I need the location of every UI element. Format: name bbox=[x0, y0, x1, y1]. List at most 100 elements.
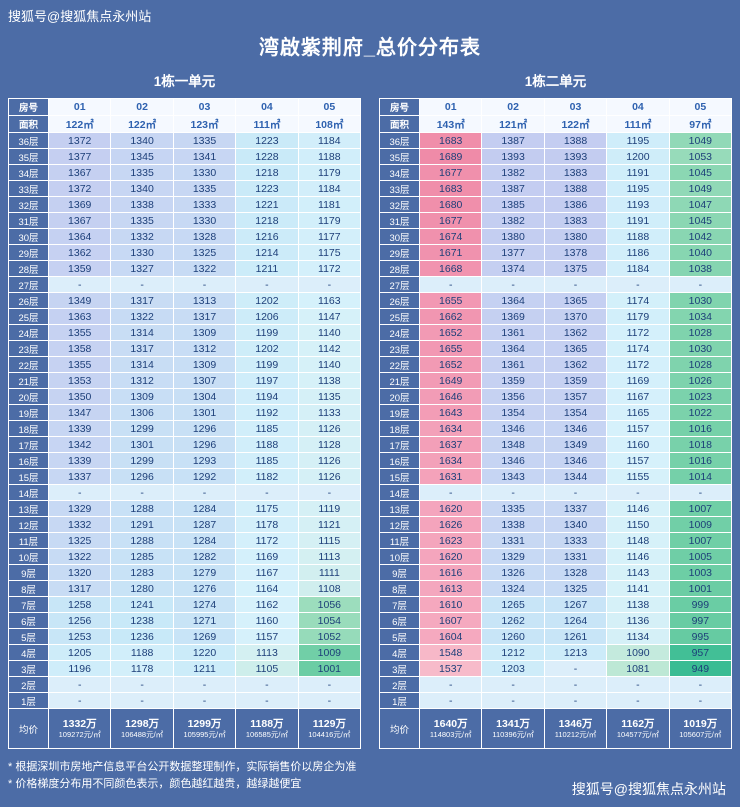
price-cell: 1301 bbox=[173, 405, 237, 421]
floor-row: 14层 - - - - - bbox=[380, 485, 733, 501]
price-cell: 1133 bbox=[298, 405, 362, 421]
price-cell: 1362 bbox=[544, 325, 608, 341]
room-number: 04 bbox=[236, 99, 299, 116]
price-cell: 1322 bbox=[49, 549, 112, 565]
floor-label: 17层 bbox=[9, 437, 49, 453]
price-cell: 1160 bbox=[236, 613, 299, 629]
floor-row: 8层 1613 1324 1325 1141 1001 bbox=[380, 581, 733, 597]
price-cell: 1211 bbox=[236, 261, 299, 277]
floor-label: 9层 bbox=[9, 565, 49, 581]
price-cell: 1346 bbox=[544, 421, 608, 437]
price-cell: 1338 bbox=[482, 517, 545, 533]
floor-row: 2层 - - - - - bbox=[380, 677, 733, 693]
floor-row: 26层 1349 1317 1313 1202 1163 bbox=[9, 293, 362, 309]
price-cell: 1363 bbox=[49, 309, 112, 325]
price-cell: 1241 bbox=[111, 597, 174, 613]
floor-label: 3层 bbox=[9, 661, 49, 677]
price-cell: 1269 bbox=[173, 629, 237, 645]
floor-label: 35层 bbox=[9, 149, 49, 165]
price-cell: - bbox=[544, 693, 608, 709]
price-cell: 1163 bbox=[298, 293, 362, 309]
price-cell: - bbox=[420, 277, 483, 293]
price-cell: - bbox=[111, 277, 174, 293]
price-cell: 957 bbox=[669, 645, 733, 661]
price-cell: 1362 bbox=[49, 245, 112, 261]
price-cell: 1105 bbox=[236, 661, 299, 677]
price-cell: 1030 bbox=[669, 293, 733, 309]
price-cell: - bbox=[607, 693, 670, 709]
price-cell: - bbox=[236, 693, 299, 709]
area-value: 122㎡ bbox=[111, 116, 174, 133]
area-row-label: 面积 bbox=[380, 116, 420, 133]
price-cell: 1346 bbox=[482, 453, 545, 469]
floor-label: 36层 bbox=[9, 133, 49, 149]
price-cell: 1220 bbox=[173, 645, 237, 661]
floor-row: 16层 1339 1299 1293 1185 1126 bbox=[9, 453, 362, 469]
avg-row-label: 均价 bbox=[9, 709, 49, 749]
floor-label: 14层 bbox=[9, 485, 49, 501]
floor-label: 25层 bbox=[380, 309, 420, 325]
floor-label: 19层 bbox=[380, 405, 420, 421]
price-cell: 1146 bbox=[607, 501, 670, 517]
floor-row: 35层 1689 1393 1393 1200 1053 bbox=[380, 149, 733, 165]
price-cell: - bbox=[607, 277, 670, 293]
price-cell: 1358 bbox=[49, 341, 112, 357]
price-cell: 1052 bbox=[298, 629, 362, 645]
floor-label: 24层 bbox=[9, 325, 49, 341]
price-cell: 1121 bbox=[298, 517, 362, 533]
floor-label: 6层 bbox=[9, 613, 49, 629]
price-cell: 1312 bbox=[111, 373, 174, 389]
floor-label: 10层 bbox=[9, 549, 49, 565]
floor-row: 4层 1205 1188 1220 1113 1009 bbox=[9, 645, 362, 661]
floor-label: 19层 bbox=[9, 405, 49, 421]
floor-row: 26层 1655 1364 1365 1174 1030 bbox=[380, 293, 733, 309]
price-cell: - bbox=[607, 485, 670, 501]
floor-row: 6层 1256 1238 1271 1160 1054 bbox=[9, 613, 362, 629]
floor-row: 30层 1674 1380 1380 1188 1042 bbox=[380, 229, 733, 245]
price-cell: 1293 bbox=[173, 453, 237, 469]
price-cell: 1135 bbox=[298, 389, 362, 405]
footnote-color-legend: * 价格梯度分布用不同颜色表示，颜色越红越贵，越绿越便宜 bbox=[8, 778, 302, 791]
price-cell: 1162 bbox=[236, 597, 299, 613]
floor-label: 23层 bbox=[9, 341, 49, 357]
price-cell: 1188 bbox=[236, 437, 299, 453]
price-cell: 1662 bbox=[420, 309, 483, 325]
floor-label: 20层 bbox=[9, 389, 49, 405]
price-cell: 1607 bbox=[420, 613, 483, 629]
price-cell: 1646 bbox=[420, 389, 483, 405]
price-cell: - bbox=[173, 485, 237, 501]
floor-label: 34层 bbox=[9, 165, 49, 181]
price-cell: - bbox=[544, 661, 608, 677]
price-cell: 1313 bbox=[173, 293, 237, 309]
price-cell: 1671 bbox=[420, 245, 483, 261]
floor-row: 15层 1337 1296 1292 1182 1126 bbox=[9, 469, 362, 485]
price-cell: 1049 bbox=[669, 133, 733, 149]
price-cell: 1147 bbox=[298, 309, 362, 325]
price-cell: - bbox=[111, 677, 174, 693]
price-cell: 1604 bbox=[420, 629, 483, 645]
area-value: 111㎡ bbox=[236, 116, 299, 133]
price-cell: 1393 bbox=[544, 149, 608, 165]
price-cell: - bbox=[420, 677, 483, 693]
area-value: 108㎡ bbox=[298, 116, 362, 133]
price-cell: 1350 bbox=[49, 389, 112, 405]
price-cell: 1299 bbox=[111, 421, 174, 437]
price-cell: 1022 bbox=[669, 405, 733, 421]
price-table-unit-1: 房号 01 02 03 04 05 面积 122㎡ 122㎡ 123㎡ 111㎡ 108㎡ 36层 137… bbox=[8, 98, 362, 749]
floor-label: 30层 bbox=[9, 229, 49, 245]
price-cell: 1364 bbox=[482, 341, 545, 357]
floor-row: 10层 1620 1329 1331 1146 1005 bbox=[380, 549, 733, 565]
price-cell: 1034 bbox=[669, 309, 733, 325]
floor-row: 29层 1362 1330 1325 1214 1175 bbox=[9, 245, 362, 261]
price-cell: 1016 bbox=[669, 453, 733, 469]
price-cell: 1157 bbox=[607, 453, 670, 469]
price-cell: 1631 bbox=[420, 469, 483, 485]
price-cell: 1223 bbox=[236, 133, 299, 149]
price-cell: 1192 bbox=[236, 405, 299, 421]
price-cell: 1169 bbox=[236, 549, 299, 565]
price-cell: 1304 bbox=[173, 389, 237, 405]
floor-row: 36层 1683 1387 1388 1195 1049 bbox=[380, 133, 733, 149]
avg-price-cell: 1188万 106585元/㎡ bbox=[236, 709, 299, 749]
price-cell: 995 bbox=[669, 629, 733, 645]
floor-label: 28层 bbox=[9, 261, 49, 277]
